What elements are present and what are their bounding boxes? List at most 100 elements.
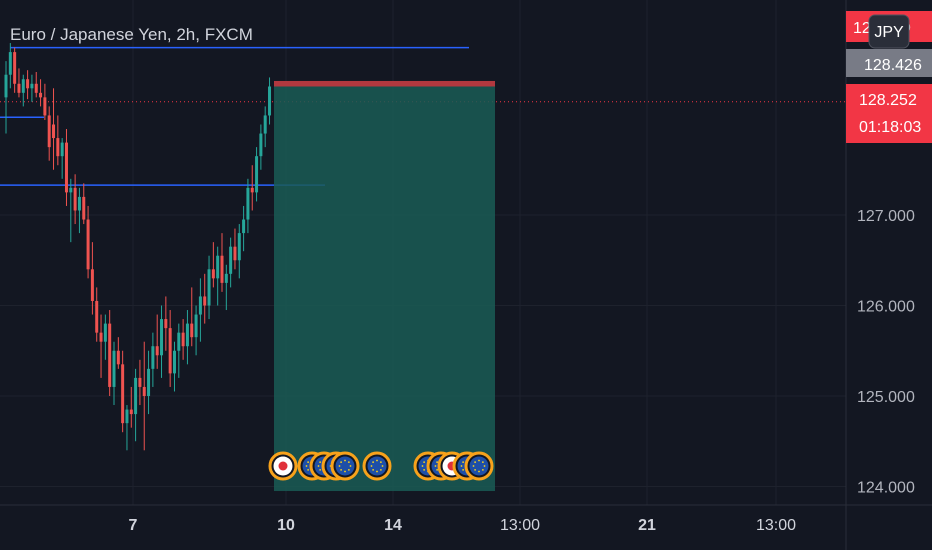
eu-flag-star (319, 468, 322, 471)
eu-flag-star (462, 468, 465, 471)
candle-body (263, 115, 267, 134)
eu-flag-star (349, 465, 352, 467)
event-flag-icon[interactable] (464, 451, 494, 481)
candle-body (39, 92, 43, 98)
eu-flag-star (379, 461, 382, 464)
candle-body (43, 97, 47, 116)
eu-flag-star (481, 461, 484, 464)
candle-body (108, 323, 112, 387)
eu-flag-star (307, 468, 310, 471)
candle-body (134, 377, 138, 415)
eu-flag-star (423, 468, 426, 471)
eu-flag-star (317, 465, 320, 467)
price-axis[interactable]: 127.000 126.000 125.000 124.000 (857, 208, 915, 497)
candle-body (224, 273, 228, 283)
eu-flag-star (370, 465, 373, 467)
candle-body (177, 332, 181, 351)
eu-flag-star (305, 465, 308, 467)
eu-flag-star (347, 468, 350, 471)
candle-body (160, 319, 164, 356)
event-flag-icon[interactable] (362, 451, 392, 481)
candle-body (164, 319, 168, 329)
time-axis-label: 21 (638, 517, 656, 534)
candle-body (259, 133, 263, 157)
time-axis-label: 13:00 (756, 517, 796, 534)
candle-body (207, 269, 211, 306)
position-stop-zone[interactable] (274, 80, 495, 87)
candle-body (220, 255, 224, 283)
time-axis-label: 14 (384, 517, 402, 534)
position-box[interactable] (274, 80, 495, 492)
eu-flag-icon (469, 456, 489, 476)
eu-flag-star (344, 459, 346, 462)
candle-body (250, 187, 254, 193)
candle-body (82, 196, 86, 220)
candle-body (8, 52, 12, 75)
candle-body (181, 332, 185, 347)
candle-body (73, 187, 77, 211)
countdown-label: 01:18:03 (859, 119, 921, 136)
candle-body (198, 296, 202, 315)
candle-body (99, 332, 103, 342)
candle-body (112, 350, 116, 387)
eu-flag-star (376, 470, 378, 473)
candle-body (233, 246, 237, 261)
candle-body (64, 142, 68, 193)
currency-button-label: JPY (874, 24, 904, 41)
candle-body (185, 323, 189, 347)
eu-flag-star (462, 461, 465, 464)
eu-flag-star (379, 468, 382, 471)
candle-body (26, 79, 30, 89)
candle-body (151, 346, 155, 369)
candle-body (147, 368, 151, 396)
event-flag-icon[interactable] (268, 451, 298, 481)
price-tag-last-label: 128.252 (859, 92, 917, 109)
candle-body (69, 187, 73, 193)
candle-body (13, 52, 17, 84)
candle-body (155, 346, 159, 356)
candle-body (60, 142, 64, 157)
time-axis-label: 13:00 (500, 517, 540, 534)
time-axis[interactable]: 7 10 14 13:00 21 13:00 (129, 517, 797, 534)
candle-body (56, 138, 60, 157)
price-axis-label: 126.000 (857, 299, 915, 316)
eu-flag-icon (367, 456, 387, 476)
eu-flag-star (478, 470, 480, 473)
candles (4, 43, 272, 451)
eu-flag-star (347, 461, 350, 464)
eu-flag-star (372, 461, 375, 464)
eu-flag-star (307, 461, 310, 464)
price-axis-label: 125.000 (857, 389, 915, 406)
eu-flag-star (344, 470, 346, 473)
japan-flag-sun (278, 461, 288, 471)
event-flag-icon[interactable] (330, 451, 360, 481)
candle-body (77, 196, 81, 211)
economic-event-icons[interactable] (268, 451, 494, 481)
eu-flag-star (338, 465, 341, 467)
eu-flag-star (436, 461, 439, 464)
candle-body (216, 255, 220, 279)
price-tag-grey (846, 49, 932, 77)
time-axis-label: 10 (277, 517, 295, 534)
candle-body (34, 83, 38, 93)
candle-body (229, 246, 233, 274)
candle-body (138, 377, 142, 387)
candle-body (194, 314, 198, 338)
position-profit-zone[interactable] (274, 86, 495, 492)
eu-flag-star (376, 459, 378, 462)
price-tag-grey-label: 128.426 (864, 57, 922, 74)
price-axis-label: 127.000 (857, 208, 915, 225)
currency-button[interactable]: JPY (868, 14, 910, 49)
eu-flag-star (319, 461, 322, 464)
candle-body (103, 323, 107, 342)
candle-body (129, 409, 133, 415)
candle-body (242, 219, 246, 234)
candle-body (116, 350, 120, 365)
horizontal-lines[interactable] (0, 46, 846, 186)
candle-body (125, 409, 129, 424)
eu-flag-star (483, 465, 486, 467)
price-axis-label: 124.000 (857, 480, 915, 497)
candle-body (142, 386, 146, 396)
candle-body (17, 83, 21, 93)
